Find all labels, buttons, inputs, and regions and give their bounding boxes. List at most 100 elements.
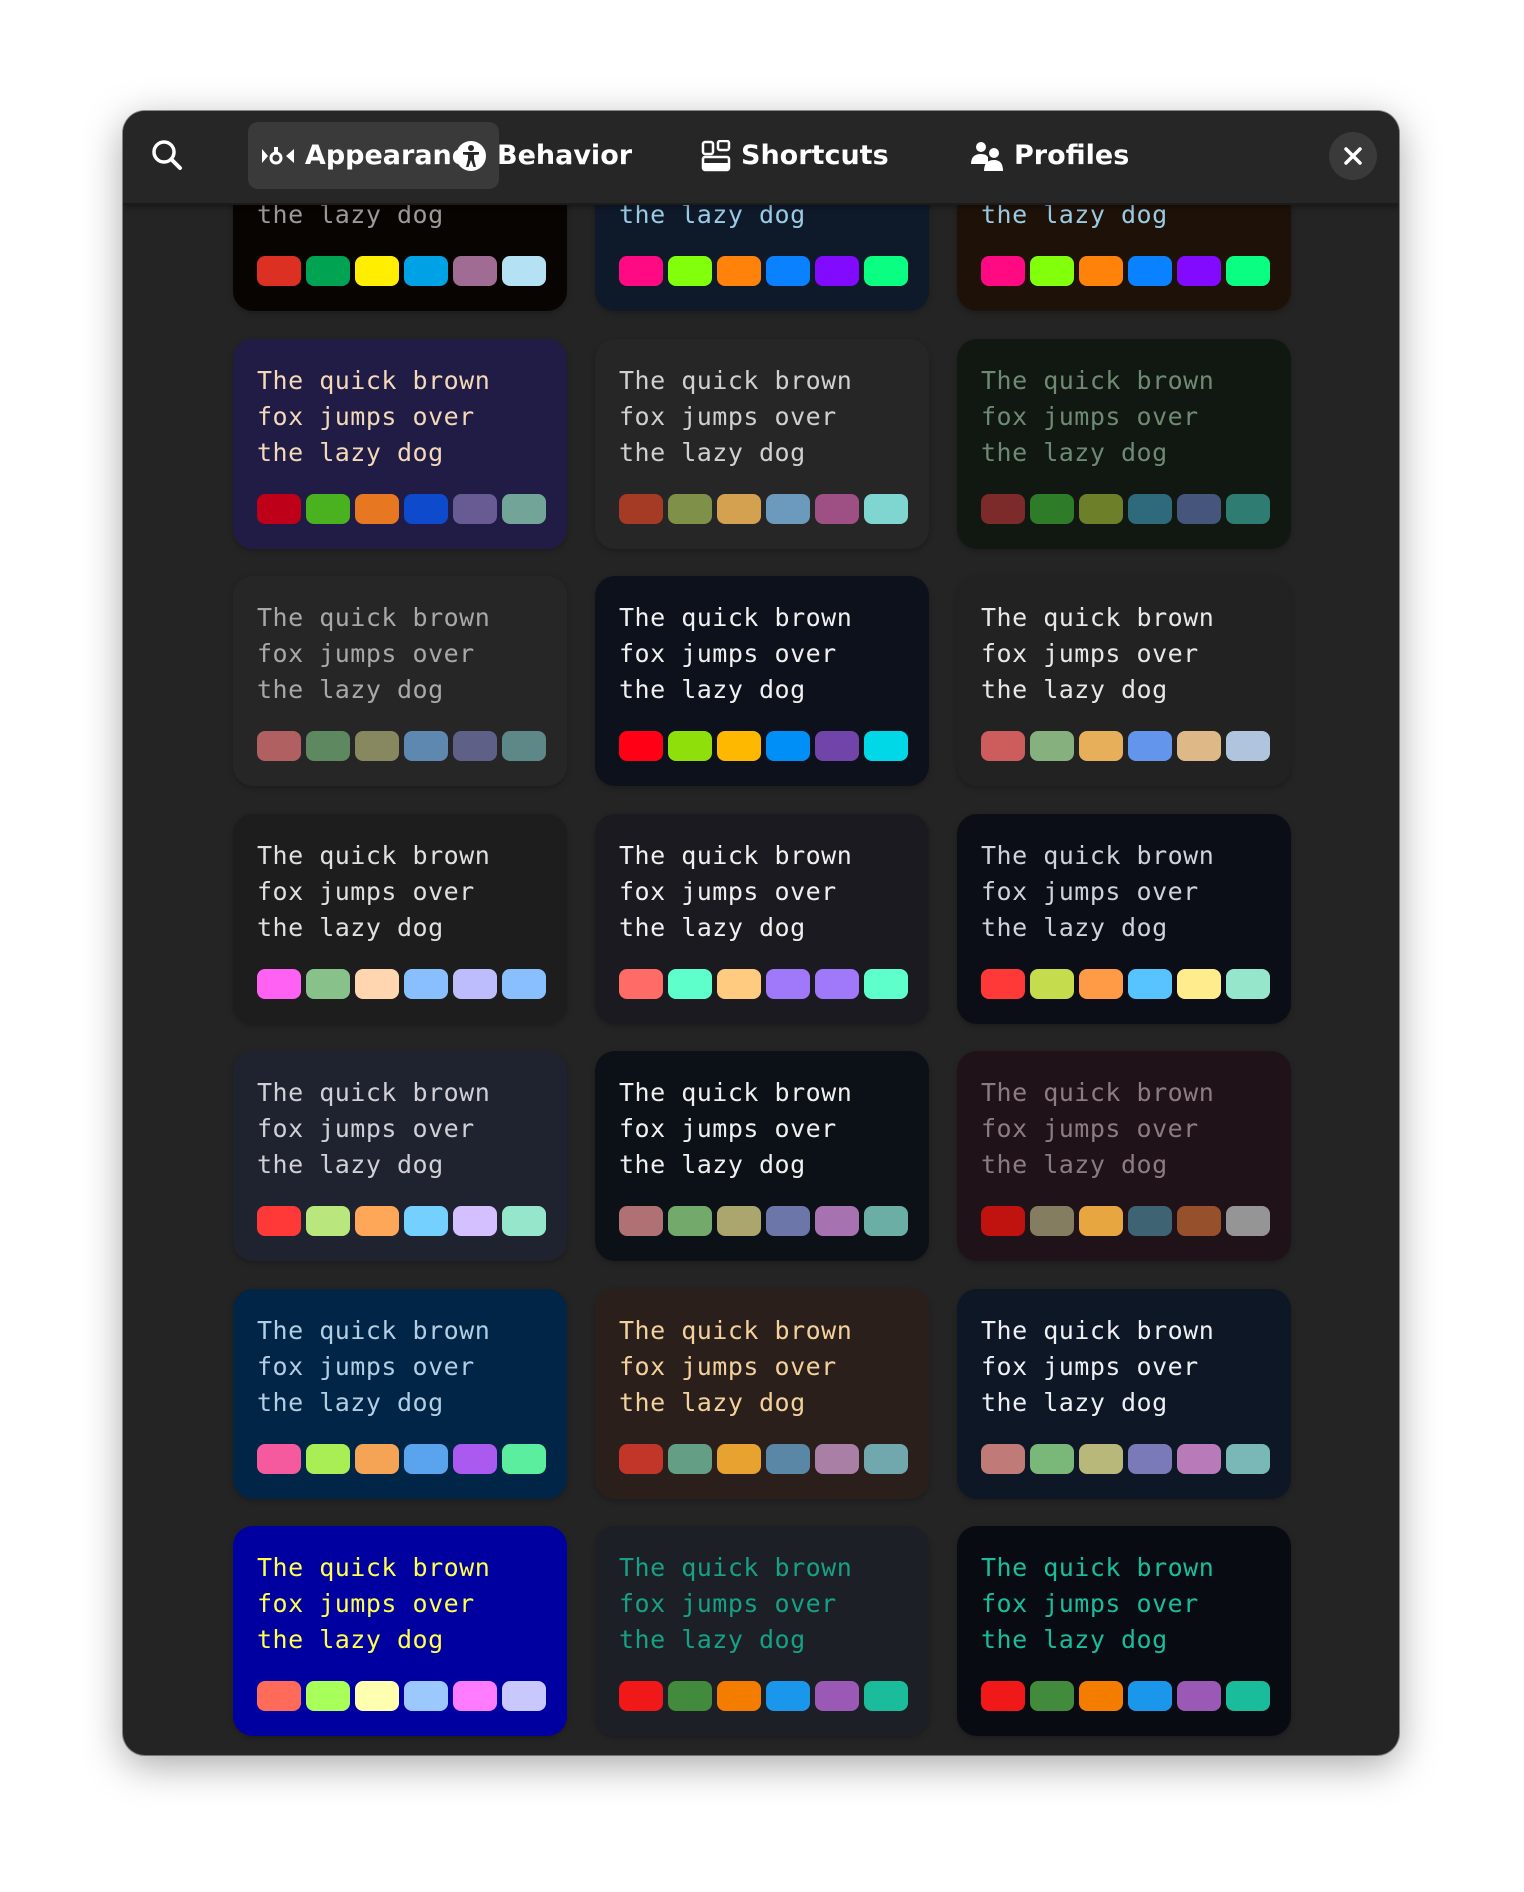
preview-text-line: The quick brown [257, 1315, 491, 1345]
preview-text-line: fox jumps over [981, 1589, 1199, 1618]
color-swatch [355, 1206, 399, 1236]
color-swatch [453, 256, 497, 286]
theme-list[interactable]: The quick brown fox jumps over the lazy do… [123, 203, 1399, 1755]
preview-text-line: fox jumps over [981, 1351, 1199, 1381]
color-swatch [668, 731, 712, 761]
color-swatch [981, 1681, 1025, 1711]
search-button[interactable] [149, 137, 185, 173]
preview-text-line: The quick brown [257, 1078, 491, 1107]
color-palette [257, 1681, 567, 1711]
color-swatch [981, 256, 1025, 286]
theme-card[interactable]: The quick brown fox jumps over the lazy do… [233, 1051, 567, 1261]
tab-behavior[interactable]: Behavior [455, 122, 632, 189]
color-palette [619, 968, 929, 999]
color-swatch [619, 1206, 663, 1236]
color-swatch [404, 731, 448, 761]
color-swatch [717, 493, 761, 524]
color-swatch [257, 1681, 301, 1711]
color-swatch [619, 256, 663, 286]
color-palette [981, 1681, 1291, 1711]
preview-text-line: The quick brown [619, 365, 853, 395]
color-swatch [453, 1206, 497, 1236]
color-swatch [306, 968, 350, 999]
color-swatch [306, 493, 350, 524]
color-swatch [1128, 1206, 1172, 1236]
color-swatch [766, 1443, 810, 1474]
preview-text-line: the lazy dog [257, 1150, 444, 1179]
color-swatch [1030, 493, 1074, 524]
preview-text-line: the lazy dog [257, 1625, 444, 1654]
color-swatch [404, 1681, 448, 1711]
color-swatch [1177, 731, 1221, 761]
color-palette [619, 256, 929, 286]
preview-text-line: the lazy dog [257, 675, 444, 704]
color-swatch [1226, 731, 1270, 761]
preview-text-line: the lazy dog [619, 675, 806, 704]
color-swatch [1226, 1681, 1270, 1711]
theme-card[interactable]: The quick brown fox jumps over the lazy do… [595, 338, 929, 549]
color-swatch [717, 1443, 761, 1474]
preview-text-line: fox jumps over [619, 401, 837, 431]
preview-text-line: fox jumps over [619, 1114, 837, 1143]
color-swatch [981, 1206, 1025, 1236]
tab-profiles[interactable]: Profiles [970, 122, 1129, 189]
theme-grid: The quick brown fox jumps over the lazy do… [233, 203, 1291, 1736]
close-button[interactable] [1329, 132, 1377, 180]
color-swatch [502, 1443, 546, 1474]
tab-shortcuts[interactable]: Shortcuts [701, 122, 889, 189]
preview-text-line: the lazy dog [981, 675, 1168, 704]
preview-text-line: the lazy dog [981, 1625, 1168, 1654]
preview-text-line: the lazy dog [981, 437, 1168, 467]
color-swatch [502, 1206, 546, 1236]
color-swatch [717, 256, 761, 286]
color-swatch [355, 731, 399, 761]
preview-text-line: The quick brown [619, 1078, 853, 1107]
preview-text-line: fox jumps over [619, 1589, 837, 1618]
preview-text-line: fox jumps over [981, 639, 1199, 668]
color-swatch [453, 968, 497, 999]
color-swatch [404, 493, 448, 524]
color-swatch [1030, 731, 1074, 761]
color-palette [981, 731, 1291, 761]
preview-text-line: fox jumps over [257, 639, 475, 668]
color-swatch [306, 256, 350, 286]
preview-text-line: The quick brown [981, 840, 1215, 870]
preview-text-line: fox jumps over [619, 876, 837, 906]
header-bar: Appearance Behavior Shortcuts Profiles [123, 111, 1399, 205]
color-swatch [815, 1681, 859, 1711]
preview-text-line: The quick brown [619, 840, 853, 870]
tab-label: Shortcuts [741, 140, 889, 171]
color-swatch [1079, 1443, 1123, 1474]
color-swatch [404, 968, 448, 999]
color-swatch [1177, 1443, 1221, 1474]
color-palette [619, 1443, 929, 1474]
preview-text-line: the lazy dog [619, 437, 806, 467]
color-swatch [1128, 1681, 1172, 1711]
color-swatch [1079, 968, 1123, 999]
color-swatch [257, 731, 301, 761]
preview-text-line: fox jumps over [257, 1114, 475, 1143]
preview-text-line: the lazy dog [619, 1625, 806, 1654]
color-swatch [766, 731, 810, 761]
color-swatch [864, 1681, 908, 1711]
color-swatch [257, 256, 301, 286]
